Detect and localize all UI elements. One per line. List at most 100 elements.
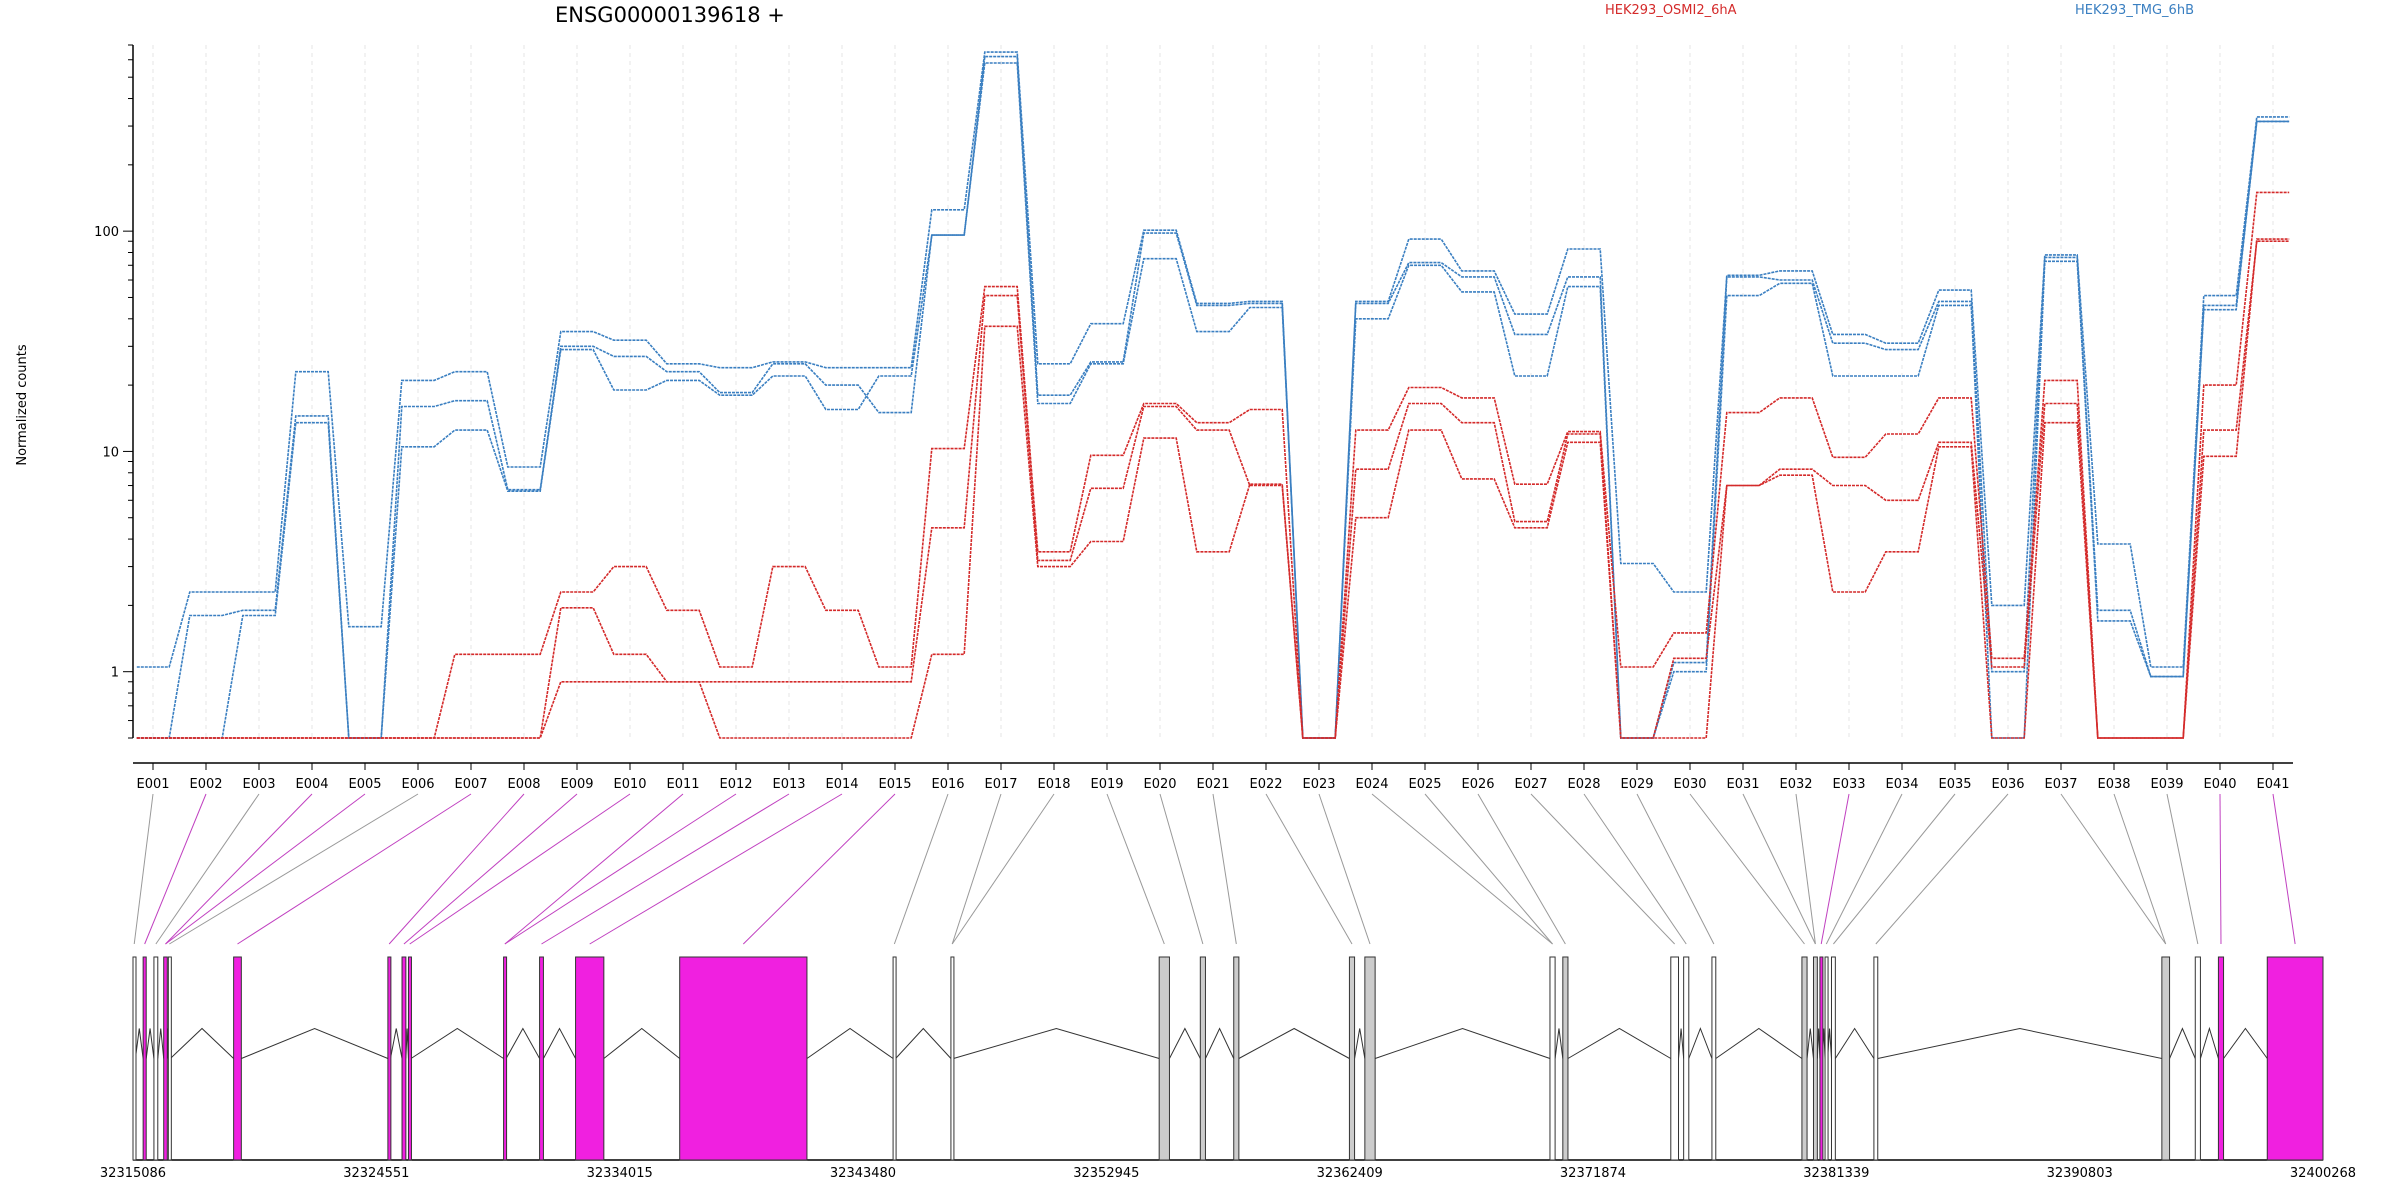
x-tick-label: E033 — [1832, 777, 1865, 792]
intron-line — [389, 1028, 403, 1059]
exon-box — [575, 956, 605, 1161]
exon-connector — [409, 793, 631, 945]
coordinate-label: 32362409 — [1317, 1166, 1383, 1181]
intron-line — [134, 1028, 144, 1059]
exon-connector — [1583, 793, 1687, 945]
exon-connector — [1265, 793, 1353, 945]
exon-box — [1830, 956, 1836, 1161]
x-tick-label: E022 — [1249, 777, 1282, 792]
exon-connector — [403, 793, 578, 945]
exon-connector — [133, 793, 154, 945]
exon-box — [1158, 956, 1170, 1161]
exon-box — [1812, 956, 1818, 1161]
intron-line — [603, 1027, 681, 1059]
intron-line — [1205, 1027, 1235, 1059]
genomic-coordinates: 32315086 32324551 32334015 32343480 32352945… — [100, 1166, 2356, 1181]
exon-connector — [2060, 793, 2167, 945]
exon-box — [2266, 956, 2324, 1161]
y-tick-label: 10 — [102, 445, 119, 460]
exon-connector — [1875, 793, 2009, 945]
exon-connector — [1795, 793, 1816, 945]
exon-connector — [504, 793, 737, 945]
x-tick-label: E013 — [772, 777, 805, 792]
intron-line — [1715, 1027, 1803, 1059]
exon-connector — [2166, 793, 2199, 945]
exon-connector — [1636, 793, 1715, 945]
coordinate-label: 32343480 — [830, 1166, 896, 1181]
intron-line — [2169, 1027, 2196, 1059]
exon-box — [679, 956, 808, 1161]
x-tick-label: E010 — [613, 777, 646, 792]
coordinate-label: 32352945 — [1073, 1166, 1139, 1181]
x-tick-label: E015 — [878, 777, 911, 792]
exon-box — [1199, 956, 1206, 1161]
intron-line — [170, 1027, 234, 1059]
intron-line — [241, 1027, 389, 1059]
exon-box — [892, 956, 897, 1161]
exon-connector — [504, 793, 684, 945]
x-tick-label: E008 — [507, 777, 540, 792]
exon-box — [2217, 956, 2225, 1161]
intron-line — [157, 1028, 165, 1059]
intron-line — [1554, 1028, 1564, 1059]
exon-box — [2161, 956, 2171, 1161]
series-line — [136, 62, 2290, 739]
x-tick-labels: E001 E002 E003 E004 E005 E006 E007 E008 E009 E010… — [136, 763, 2290, 792]
coordinate-label: 32324551 — [343, 1166, 409, 1181]
x-tick-label: E030 — [1673, 777, 1706, 792]
x-tick-label: E006 — [401, 777, 434, 792]
x-tick-label: E017 — [984, 777, 1017, 792]
exon-connector — [2113, 793, 2167, 945]
exon-box — [539, 956, 544, 1161]
exon-connectors — [133, 793, 2296, 945]
intron-line — [505, 1027, 541, 1059]
exon-connector — [1371, 793, 1553, 945]
exon-connector — [2272, 793, 2296, 945]
exon-connector — [1689, 793, 1805, 945]
exon-connector — [541, 793, 790, 945]
exon-connector — [1212, 793, 1237, 945]
exon-box — [401, 956, 407, 1161]
x-tick-label: E001 — [136, 777, 169, 792]
intron-line — [2223, 1027, 2268, 1059]
exon-connector — [1477, 793, 1566, 945]
exon-box — [1562, 956, 1569, 1161]
exon-box — [1873, 956, 1879, 1161]
exon-connector — [1742, 793, 1816, 945]
x-tick-label: E038 — [2097, 777, 2130, 792]
x-tick-label: E014 — [825, 777, 858, 792]
intron-line — [1374, 1027, 1551, 1059]
exon-box — [163, 956, 168, 1161]
x-tick-label: E031 — [1726, 777, 1759, 792]
intron-line — [806, 1027, 894, 1059]
x-tick-label: E026 — [1461, 777, 1494, 792]
exon-box — [1711, 956, 1717, 1161]
exon-connector — [1833, 793, 1956, 945]
x-tick-label: E020 — [1143, 777, 1176, 792]
series-line — [136, 55, 2290, 739]
exon-connector — [144, 793, 207, 945]
exon-connector — [2219, 793, 2222, 945]
x-tick-label: E012 — [719, 777, 752, 792]
exon-box — [950, 956, 955, 1161]
exon-connector — [893, 793, 949, 945]
gene-model — [132, 956, 2324, 1161]
exon-box — [142, 956, 147, 1161]
exon-connector — [1825, 793, 1903, 945]
exon-box — [407, 956, 412, 1161]
x-tick-label: E035 — [1938, 777, 1971, 792]
exon-connector — [1424, 793, 1553, 945]
exon-connector — [1159, 793, 1204, 945]
exon-connector — [388, 793, 525, 945]
y-axis-label: Normalized counts — [15, 344, 30, 466]
intron-line — [895, 1027, 952, 1059]
exon-box — [1824, 956, 1829, 1161]
exon-connector — [742, 793, 896, 945]
exon-connector — [1820, 793, 1850, 945]
gridlines — [152, 45, 2274, 738]
coordinate-label: 32371874 — [1560, 1166, 1626, 1181]
exon-box — [1819, 956, 1824, 1161]
coordinate-label: 32334015 — [587, 1166, 653, 1181]
